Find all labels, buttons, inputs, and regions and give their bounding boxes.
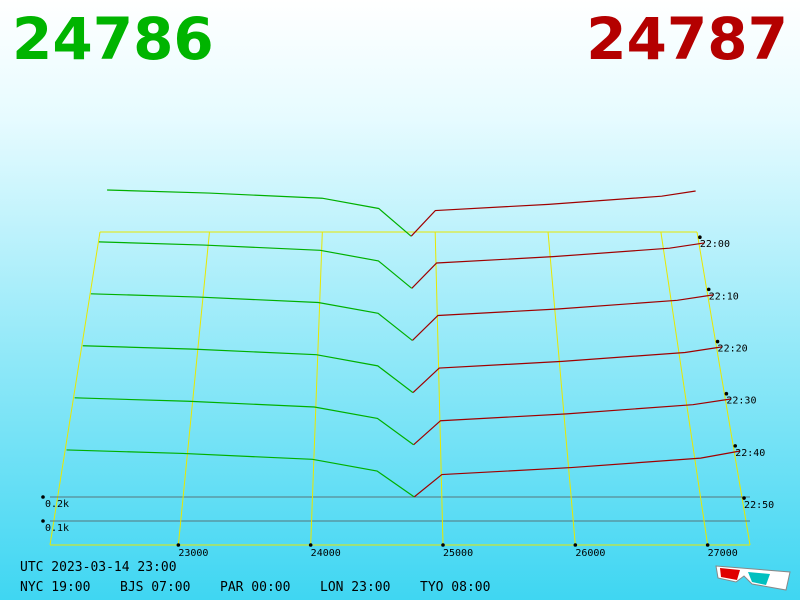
floor-edge xyxy=(49,231,101,546)
clock: NYC 19:00 xyxy=(20,580,91,595)
time-tick xyxy=(706,287,711,292)
price-tick xyxy=(308,543,313,547)
clock: PAR 00:00 xyxy=(220,580,291,595)
ask-depth-line xyxy=(412,294,714,341)
price-tick-label: 24000 xyxy=(311,548,341,559)
ask-depth-line xyxy=(412,346,723,394)
depth-tick-label: 0.1k xyxy=(45,523,69,534)
bid-depth-line xyxy=(107,189,412,237)
price-tick xyxy=(441,543,445,547)
clock: TYO 08:00 xyxy=(420,580,491,595)
floor-edge xyxy=(696,231,751,546)
depth-tick-label: 0.2k xyxy=(45,499,69,510)
depth-tick xyxy=(41,519,45,523)
bid-price: 24786 xyxy=(12,5,214,73)
utc-time: UTC 2023-03-14 23:00 xyxy=(20,560,177,575)
time-tick-label: 22:10 xyxy=(709,291,739,302)
time-tick-label: 22:20 xyxy=(718,344,748,355)
glasses-icon xyxy=(715,565,791,591)
bid-depth-line xyxy=(66,449,415,498)
price-grid-line xyxy=(177,231,210,546)
price-grid-line xyxy=(547,231,576,546)
time-tick-label: 22:50 xyxy=(744,500,774,511)
price-tick xyxy=(573,543,578,547)
price-grid-line xyxy=(434,231,444,546)
price-grid-line xyxy=(310,231,323,546)
price-tick xyxy=(705,543,710,547)
ask-depth-line xyxy=(413,450,740,498)
bid-depth-line xyxy=(98,241,413,289)
ask-price: 24787 xyxy=(586,5,788,73)
time-tick xyxy=(742,496,746,500)
bid-depth-line xyxy=(82,345,414,394)
depth-tick xyxy=(41,495,45,499)
time-tick-label: 22:00 xyxy=(700,239,730,250)
time-tick-label: 22:30 xyxy=(726,396,756,407)
bid-depth-line xyxy=(74,397,414,446)
ask-depth-line xyxy=(413,398,731,446)
time-tick xyxy=(733,444,738,448)
price-tick-label: 25000 xyxy=(443,548,473,559)
ask-depth-line xyxy=(410,190,696,237)
bid-depth-line xyxy=(90,293,413,341)
price-tick-label: 23000 xyxy=(178,548,208,559)
clock: BJS 07:00 xyxy=(120,580,191,595)
clock: LON 23:00 xyxy=(320,580,391,595)
price-tick xyxy=(176,543,181,547)
price-tick-label: 27000 xyxy=(708,548,738,559)
ask-depth-line xyxy=(411,242,705,289)
time-tick xyxy=(698,235,702,240)
time-tick xyxy=(724,391,729,396)
time-tick-label: 22:40 xyxy=(735,448,765,459)
price-tick-label: 26000 xyxy=(575,548,605,559)
price-grid-line xyxy=(660,231,709,546)
time-tick xyxy=(715,339,720,344)
